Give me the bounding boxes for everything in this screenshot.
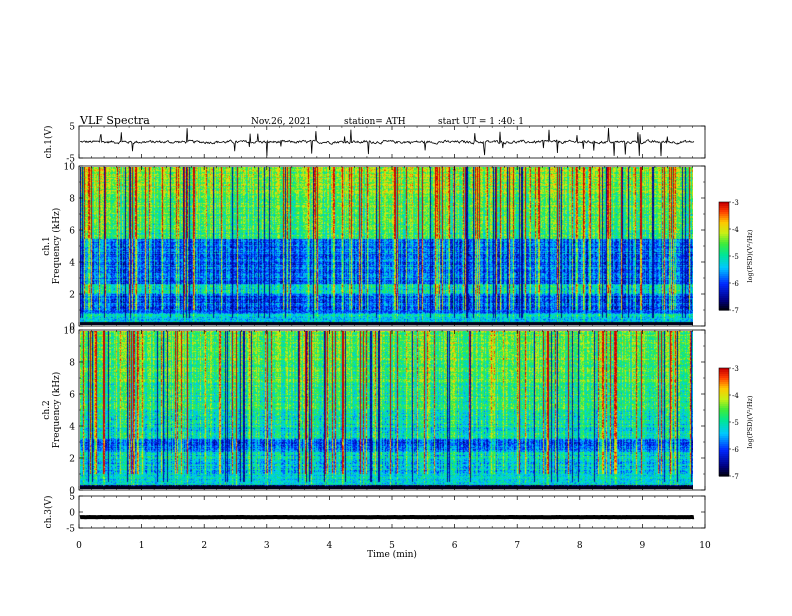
ch1-spectrogram-ylabel-frequency: Frequency (kHz) — [51, 208, 62, 285]
y-tick-label: 4 — [69, 259, 75, 269]
y-tick-label: 10 — [64, 327, 76, 337]
colorbar-label: log(PSD)(V²/Hz) — [746, 395, 754, 448]
colorbar-tick-label: -5 — [732, 253, 739, 261]
x-tick-label: 0 — [76, 541, 82, 551]
ch3-waveform-ylabel: ch.3(V) — [43, 496, 54, 529]
spectrogram-ch2-image — [80, 331, 693, 489]
colorbar-tick-label: -7 — [732, 473, 739, 481]
x-tick-label: 8 — [577, 541, 583, 551]
colorbar-tick-label: -6 — [732, 280, 739, 288]
x-tick-label: 10 — [699, 541, 711, 551]
panel-ch3-waveform — [79, 496, 705, 528]
ch1-spectrogram-ylabel-channel: ch.1 — [42, 236, 52, 255]
colorbar-tick-label: -6 — [732, 446, 739, 454]
colorbar-tick-label: -4 — [732, 392, 739, 400]
colorbars-group: -3 -4 -5 -6 -7 log(PSD)(V²/Hz) -3 -4 -5 -6 -7 log(P… — [719, 199, 754, 481]
x-tick-label: 2 — [201, 541, 207, 551]
x-tick-label: 6 — [452, 541, 458, 551]
x-tick-label: 1 — [139, 541, 145, 551]
colorbar-tick-label: -3 — [732, 365, 739, 373]
x-tick-label: 5 — [389, 541, 395, 551]
ch2-spectrogram-ylabel-frequency: Frequency (kHz) — [51, 372, 62, 449]
x-tick-label: 4 — [327, 541, 333, 551]
y-tick-label: 5 — [69, 123, 75, 133]
y-tick-label: 4 — [69, 423, 75, 433]
colorbar-tick-label: -3 — [732, 199, 739, 207]
x-tick-label: 3 — [264, 541, 270, 551]
y-tick-label: 5 — [69, 493, 75, 503]
station-label: station= ATH — [344, 117, 406, 127]
date-label: Nov.26, 2021 — [251, 117, 311, 127]
ch1-waveform-series — [80, 128, 694, 156]
y-tick-label: 6 — [69, 391, 75, 401]
y-tick-label: 2 — [69, 291, 75, 301]
panel-ch1-waveform — [79, 126, 705, 158]
colorbar-label: log(PSD)(V²/Hz) — [746, 229, 754, 282]
y-tick-label: -5 — [66, 525, 75, 535]
spectrogram-ch1-image — [80, 167, 693, 325]
colorbar-tick-label: -4 — [732, 226, 739, 234]
y-tick-label: 10 — [64, 163, 76, 173]
y-tick-label: 2 — [69, 455, 75, 465]
x-tick-label: 7 — [514, 541, 520, 551]
ch1-waveform-ylabel: ch.1(V) — [43, 126, 54, 159]
start-ut-label: start UT = 1 :40: 1 — [438, 117, 524, 127]
y-tick-label: 0 — [69, 509, 75, 519]
y-tick-label: 8 — [69, 195, 75, 205]
colorbar-tick-label: -5 — [732, 419, 739, 427]
y-tick-label: 6 — [69, 227, 75, 237]
colorbar-tick-label: -7 — [732, 307, 739, 315]
y-tick-label: 8 — [69, 359, 75, 369]
ch2-spectrogram-ylabel-channel: ch.2 — [42, 400, 52, 419]
figure-title: VLF Spectra — [79, 114, 150, 127]
x-tick-label: 9 — [640, 541, 646, 551]
